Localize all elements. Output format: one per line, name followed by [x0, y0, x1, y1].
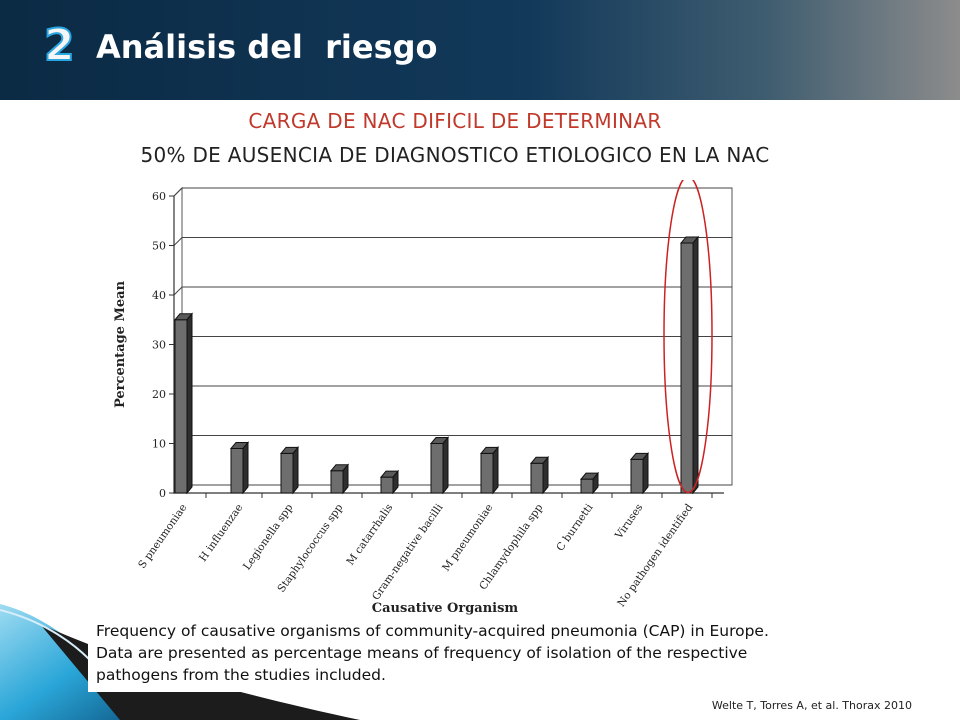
slide-number: 2: [43, 20, 76, 71]
subtitle-red: CARGA DE NAC DIFICIL DE DETERMINAR: [248, 109, 662, 133]
x-tick-label: Legionella spp: [241, 502, 296, 573]
bar: [480, 452, 494, 494]
bar: [380, 476, 394, 494]
bar-side: [692, 235, 699, 495]
bar-chart: 0 10 20 30 40 50 60 S pneumoniae H influenzaeLeg…: [113, 180, 733, 616]
x-tick-label: M pneumoniae: [440, 502, 495, 574]
subtitle-black: 50% DE AUSENCIA DE DIAGNOSTICO ETIOLOGIC…: [140, 143, 770, 167]
bar: [580, 478, 594, 494]
bar: [430, 443, 444, 494]
header-bar: 2 Análisis del riesgo: [0, 0, 960, 100]
bar-side: [442, 436, 449, 495]
bar: [280, 452, 294, 494]
y-tick-label: 60: [152, 190, 166, 203]
highlight-ellipse: [663, 180, 713, 494]
bar: [230, 447, 244, 494]
x-axis-title: Causative Organism: [372, 601, 519, 616]
y-axis-title: Percentage Mean: [113, 280, 128, 408]
x-tick-label: M catarrhalis: [344, 502, 395, 568]
x-tick-label: Viruses: [612, 502, 645, 542]
bar-side: [642, 451, 649, 495]
x-tick-label: C burnetti: [554, 501, 596, 553]
bar: [630, 458, 644, 494]
y-tick-label: 0: [159, 487, 166, 500]
bar-side: [292, 446, 299, 495]
bar-side: [542, 455, 549, 495]
y-tick-label: 20: [152, 388, 166, 401]
gridline-diag: [173, 237, 183, 246]
bar: [174, 319, 188, 494]
slide-title: Análisis del riesgo: [96, 28, 438, 66]
gridline-diag: [173, 187, 183, 197]
gridline-diag: [173, 286, 183, 296]
y-tick-label: 30: [152, 339, 166, 352]
bar-side: [342, 463, 349, 495]
y-tick-label: 50: [152, 240, 166, 253]
x-tick-label: S pneumoniae: [136, 502, 189, 571]
citation: Welte T, Torres A, et al. Thorax 2010: [711, 699, 912, 712]
bar: [330, 470, 344, 494]
y-tick-label: 10: [152, 438, 166, 451]
figure-caption: Frequency of causative organisms of comm…: [88, 618, 778, 692]
y-tick-label: 40: [152, 289, 166, 302]
bar: [530, 462, 544, 494]
bar-side: [592, 471, 599, 495]
bar-side: [186, 312, 193, 495]
bar-side: [242, 441, 249, 495]
x-tick-label: H influenzae: [197, 502, 245, 564]
bar-side: [392, 469, 399, 495]
bar: [680, 242, 694, 494]
bar-side: [492, 446, 499, 495]
